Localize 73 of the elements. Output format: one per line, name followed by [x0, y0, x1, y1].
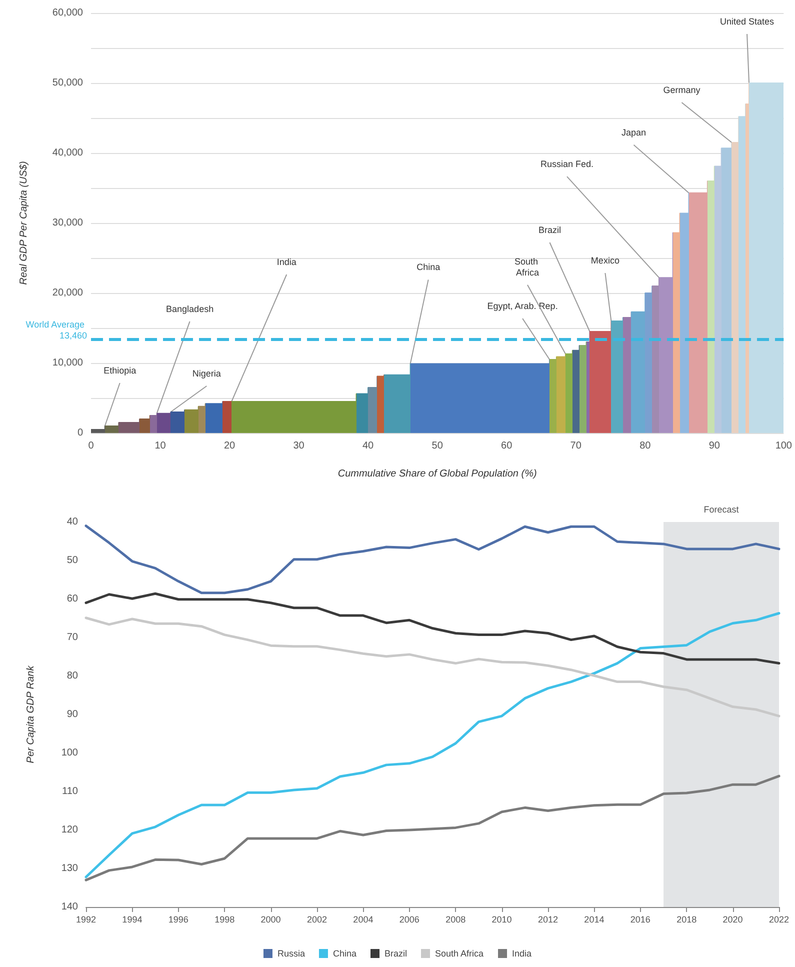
y-tick-label: 50 — [66, 555, 78, 566]
y-axis-title: Real GDP Per Capita (US$) — [18, 161, 30, 285]
y-tick-label: 80 — [66, 670, 78, 682]
x-tick-label: 1996 — [168, 914, 188, 924]
x-tick-label: 2018 — [676, 914, 697, 924]
x-tick-label: 100 — [775, 440, 792, 452]
x-tick-label: 40 — [362, 440, 374, 452]
line-series — [84, 592, 780, 665]
x-tick-label: 2022 — [768, 914, 790, 924]
y-tick-label: 20,000 — [52, 288, 84, 298]
x-tick-label: 80 — [640, 440, 652, 452]
y-tick-label: 120 — [61, 824, 78, 836]
x-tick-label: 70 — [570, 440, 582, 452]
y-tick-label: 50,000 — [52, 78, 84, 88]
y-tick-label: 130 — [61, 863, 78, 874]
x-tick-label: 2008 — [446, 914, 466, 924]
x-tick-label: 2016 — [630, 914, 650, 924]
y-tick-label: 110 — [62, 786, 78, 797]
annotation: China — [416, 262, 440, 272]
x-tick-label: 30 — [293, 440, 305, 452]
y-tick-label: 60 — [66, 594, 78, 604]
y-tick-label: 10,000 — [52, 358, 84, 368]
line-series — [84, 524, 780, 594]
annotation: South Africa — [514, 256, 540, 278]
annotation: Mexico — [590, 256, 620, 266]
x-tick-label: 0 — [88, 440, 94, 452]
line-series — [84, 774, 780, 882]
y-tick-label: 40 — [66, 516, 78, 528]
x-tick-label: 2014 — [584, 914, 604, 924]
legend-label: South Africa — [434, 948, 484, 958]
x-tick-label: 90 — [708, 440, 720, 452]
annotation: United States — [720, 16, 775, 26]
y-tick-label: 70 — [66, 632, 78, 643]
y-tick-label: 40,000 — [52, 148, 84, 158]
y-tick-label: 0 — [77, 428, 84, 438]
annotation: Russian Fed. — [540, 159, 594, 170]
y-tick-label: 140 — [61, 902, 78, 912]
x-tick-label: 2020 — [722, 914, 743, 924]
line-series — [84, 612, 780, 878]
y-tick-label: 30,000 — [52, 218, 84, 228]
x-tick-label: 60 — [501, 440, 513, 452]
x-tick-label: 1992 — [76, 914, 96, 924]
x-tick-label: 20 — [224, 440, 236, 452]
x-tick-label: 2012 — [538, 914, 558, 924]
legend-label: India — [512, 948, 532, 958]
y-tick-label: 90 — [66, 709, 78, 720]
annotation: Nigeria — [192, 368, 221, 378]
y-tick-label: 100 — [61, 748, 78, 758]
legend-label: Brazil — [384, 948, 408, 958]
annotation: Brazil — [538, 225, 561, 235]
x-tick-label: 2006 — [399, 914, 420, 924]
x-tick-label: 2002 — [306, 914, 328, 924]
annotation: Germany — [663, 85, 701, 95]
x-tick-label: 10 — [154, 440, 166, 452]
y-tick-label: 60,000 — [52, 8, 84, 18]
y-axis-title: Per Capita GDP Rank — [26, 664, 36, 764]
x-tick-label: 1994 — [122, 914, 142, 924]
x-tick-label: 50 — [432, 440, 444, 452]
annotation: Japan — [622, 127, 646, 138]
x-tick-label: 2004 — [353, 914, 374, 924]
x-tick-label: 2010 — [492, 914, 512, 924]
annotation: Ethiopia — [104, 366, 136, 376]
legend-label: Russia — [277, 948, 305, 958]
annotation: Bangladesh — [166, 304, 214, 314]
band-label: Forecast — [704, 504, 740, 514]
x-axis-title: Cummulative Share of Global Population (%) — [338, 468, 537, 480]
ref-line-label: World Average 13,460 — [26, 319, 87, 340]
x-tick-label: 1998 — [214, 914, 235, 924]
x-tick-label: 2000 — [260, 914, 281, 924]
legend-label: China — [332, 948, 356, 958]
line-series — [84, 616, 780, 718]
annotation: India — [276, 257, 296, 267]
annotation: Egypt, Arab. Rep. — [487, 301, 558, 311]
